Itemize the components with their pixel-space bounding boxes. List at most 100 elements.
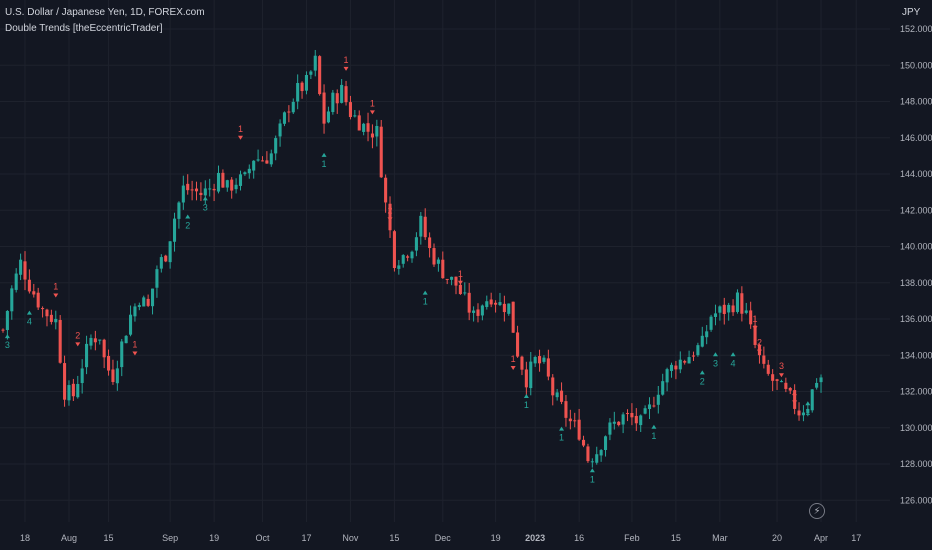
candle-body <box>603 436 608 450</box>
candle-body <box>243 172 247 175</box>
price-tick-label: 146.000 <box>900 133 932 143</box>
candle-body <box>700 335 704 347</box>
annotation-label: 3 <box>203 202 208 212</box>
candle-body <box>181 185 185 203</box>
annotation-label: 1 <box>651 431 656 441</box>
candle-body <box>208 188 212 190</box>
candle-body <box>309 71 313 75</box>
candle-body <box>779 381 783 383</box>
candle-body <box>107 355 111 371</box>
candle-body <box>494 302 498 305</box>
candle-body <box>287 111 291 113</box>
candle-body <box>801 412 805 416</box>
down-triangle-marker <box>510 365 516 370</box>
down-triangle-marker <box>237 135 243 140</box>
candle-body <box>560 390 564 402</box>
candle-body <box>467 292 471 313</box>
date-tick-label: 20 <box>772 533 782 543</box>
candle-body <box>445 278 449 280</box>
candle-body <box>740 293 744 314</box>
annotation-label: 4 <box>27 317 32 327</box>
price-tick-label: 132.000 <box>900 387 932 397</box>
candle-body <box>542 357 546 362</box>
candle-body <box>480 305 484 316</box>
candle-body <box>771 374 775 381</box>
candle-body <box>696 345 700 356</box>
candle-body <box>423 216 427 238</box>
candle-body <box>340 84 344 103</box>
candle-body <box>335 93 339 104</box>
annotation-label: 3 <box>713 358 718 368</box>
lightning-icon[interactable]: ⚡ <box>809 503 825 519</box>
candle-body <box>155 269 159 288</box>
date-tick-label: Mar <box>712 533 728 543</box>
annotation-label: 2 <box>75 330 80 340</box>
candle-body <box>115 368 119 384</box>
annotation-label: 1 <box>53 281 58 291</box>
date-tick-label: Sep <box>162 533 178 543</box>
candle-body <box>221 172 225 188</box>
candle-body <box>331 92 335 113</box>
candle-body <box>274 138 278 154</box>
grid <box>0 0 890 522</box>
candle-body <box>85 343 89 368</box>
annotation-label: 3 <box>779 361 784 371</box>
candle-body <box>612 421 616 424</box>
price-tick-label: 144.000 <box>900 169 932 179</box>
price-tick-label: 150.000 <box>900 60 932 70</box>
date-tick-label: 17 <box>301 533 311 543</box>
date-tick-label: Dec <box>435 533 452 543</box>
candle-body <box>199 192 203 196</box>
candle-body <box>164 255 168 262</box>
candle-body <box>507 303 511 314</box>
candle-body <box>713 313 718 317</box>
date-tick-label: 2023 <box>525 533 545 543</box>
candle-body <box>190 189 194 191</box>
candle-body <box>120 341 124 368</box>
candle-body <box>291 101 295 113</box>
candle-body <box>744 310 748 313</box>
up-triangle-marker <box>699 370 705 375</box>
down-triangle-marker <box>778 373 784 378</box>
candle-body <box>93 338 97 343</box>
candle-body <box>32 291 36 295</box>
date-tick-label: Feb <box>624 533 640 543</box>
candle-body <box>731 305 735 313</box>
price-tick-label: 134.000 <box>900 350 932 360</box>
down-triangle-marker <box>343 66 349 71</box>
candle-body <box>129 314 133 335</box>
candle-body <box>142 297 146 307</box>
candle-body <box>194 188 199 192</box>
candle-body <box>788 388 792 391</box>
candle-body <box>362 123 366 132</box>
candle-body <box>326 111 330 123</box>
down-triangle-marker <box>457 280 463 285</box>
candle-body <box>608 422 612 435</box>
candle-body <box>366 123 370 132</box>
up-triangle-marker <box>202 196 208 201</box>
candle-body <box>318 56 322 95</box>
candle-body <box>10 288 14 312</box>
candle-body <box>432 248 436 265</box>
candle-body <box>815 382 819 388</box>
annotation-label: 1 <box>458 269 463 279</box>
candle-body <box>621 414 625 425</box>
candle-body <box>476 309 480 316</box>
candle-body <box>353 115 357 117</box>
candle-body <box>58 319 62 363</box>
candle-body <box>428 237 432 249</box>
date-tick-label: 15 <box>671 533 681 543</box>
date-tick-label: 19 <box>491 533 501 543</box>
candle-body <box>678 359 682 370</box>
candle-body <box>212 188 216 191</box>
date-tick-label: 16 <box>574 533 584 543</box>
price-tick-label: 152.000 <box>900 24 932 34</box>
candle-body <box>137 305 141 307</box>
down-triangle-marker <box>792 400 798 405</box>
candle-body <box>234 184 238 190</box>
price-tick-label: 136.000 <box>900 314 932 324</box>
candle-body <box>216 172 221 192</box>
candle-body <box>766 364 770 374</box>
candle-body <box>450 276 454 280</box>
